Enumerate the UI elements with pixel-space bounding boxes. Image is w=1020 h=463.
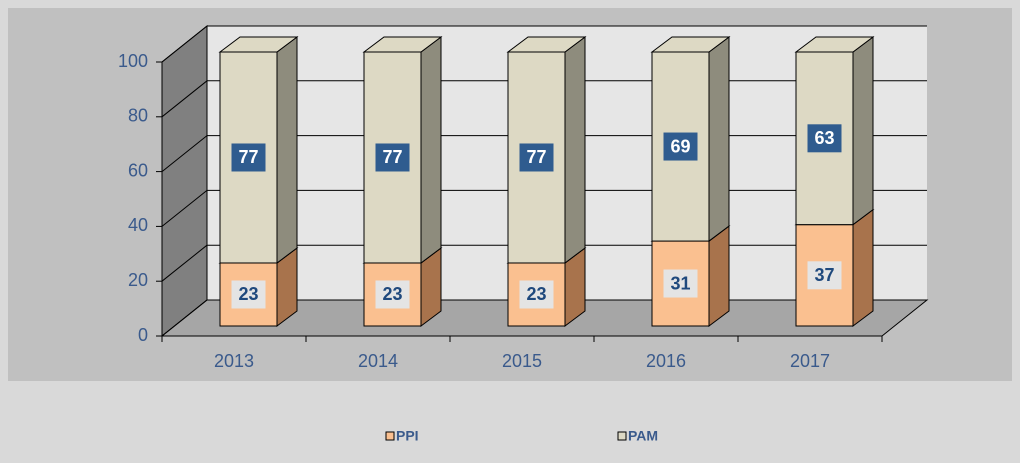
bar-side	[708, 225, 730, 327]
data-label: 77	[382, 147, 402, 167]
bar-side	[852, 36, 874, 226]
data-label-box	[807, 261, 842, 290]
bar-top	[650, 36, 731, 53]
data-label-box	[231, 143, 266, 172]
data-label: 31	[670, 273, 690, 293]
data-label: 77	[238, 147, 258, 167]
bar-side	[564, 36, 586, 264]
legend-swatch	[617, 431, 627, 441]
grid-line	[161, 80, 208, 118]
data-label: 23	[238, 284, 258, 304]
y-tick-label: 40	[128, 215, 148, 235]
grid-line	[161, 299, 208, 337]
data-label-box	[519, 280, 554, 309]
bar-top	[362, 36, 443, 53]
data-label: 77	[526, 147, 546, 167]
legend-label: PAM	[628, 428, 658, 444]
x-tick-label: 2017	[790, 351, 830, 371]
legend-swatch	[385, 431, 395, 441]
x-tick-label: 2016	[646, 351, 686, 371]
bar-side	[852, 208, 874, 327]
legend-label: PPI	[396, 428, 419, 444]
grid-line	[161, 190, 208, 227]
bar-side	[708, 36, 730, 243]
side-wall	[161, 24, 208, 338]
data-label: 63	[814, 128, 834, 148]
bar-top	[218, 36, 299, 53]
data-label-box	[375, 280, 410, 309]
data-label-box	[663, 132, 698, 161]
data-label-box	[375, 143, 410, 172]
grid-line	[161, 25, 208, 63]
data-label: 23	[526, 284, 546, 304]
data-label: 37	[814, 265, 834, 285]
data-label-box	[663, 269, 698, 298]
data-label-box	[231, 280, 266, 309]
x-tick-label: 2015	[502, 351, 542, 371]
grid-line	[161, 244, 208, 282]
grid-line	[161, 135, 208, 172]
y-tick-label: 0	[138, 325, 148, 345]
y-tick-label: 100	[118, 51, 148, 71]
bar-top	[794, 36, 875, 53]
bar-side	[276, 36, 298, 264]
data-label: 69	[670, 136, 690, 156]
bar-side	[420, 36, 442, 264]
x-tick-label: 2013	[214, 351, 254, 371]
y-tick-label: 60	[128, 160, 148, 180]
x-tick-label: 2014	[358, 351, 398, 371]
y-tick-label: 20	[128, 270, 148, 290]
bar-top	[506, 36, 587, 53]
y-tick-label: 80	[128, 106, 148, 126]
data-label-box	[807, 124, 842, 153]
data-label-box	[519, 143, 554, 172]
data-label: 23	[382, 284, 402, 304]
